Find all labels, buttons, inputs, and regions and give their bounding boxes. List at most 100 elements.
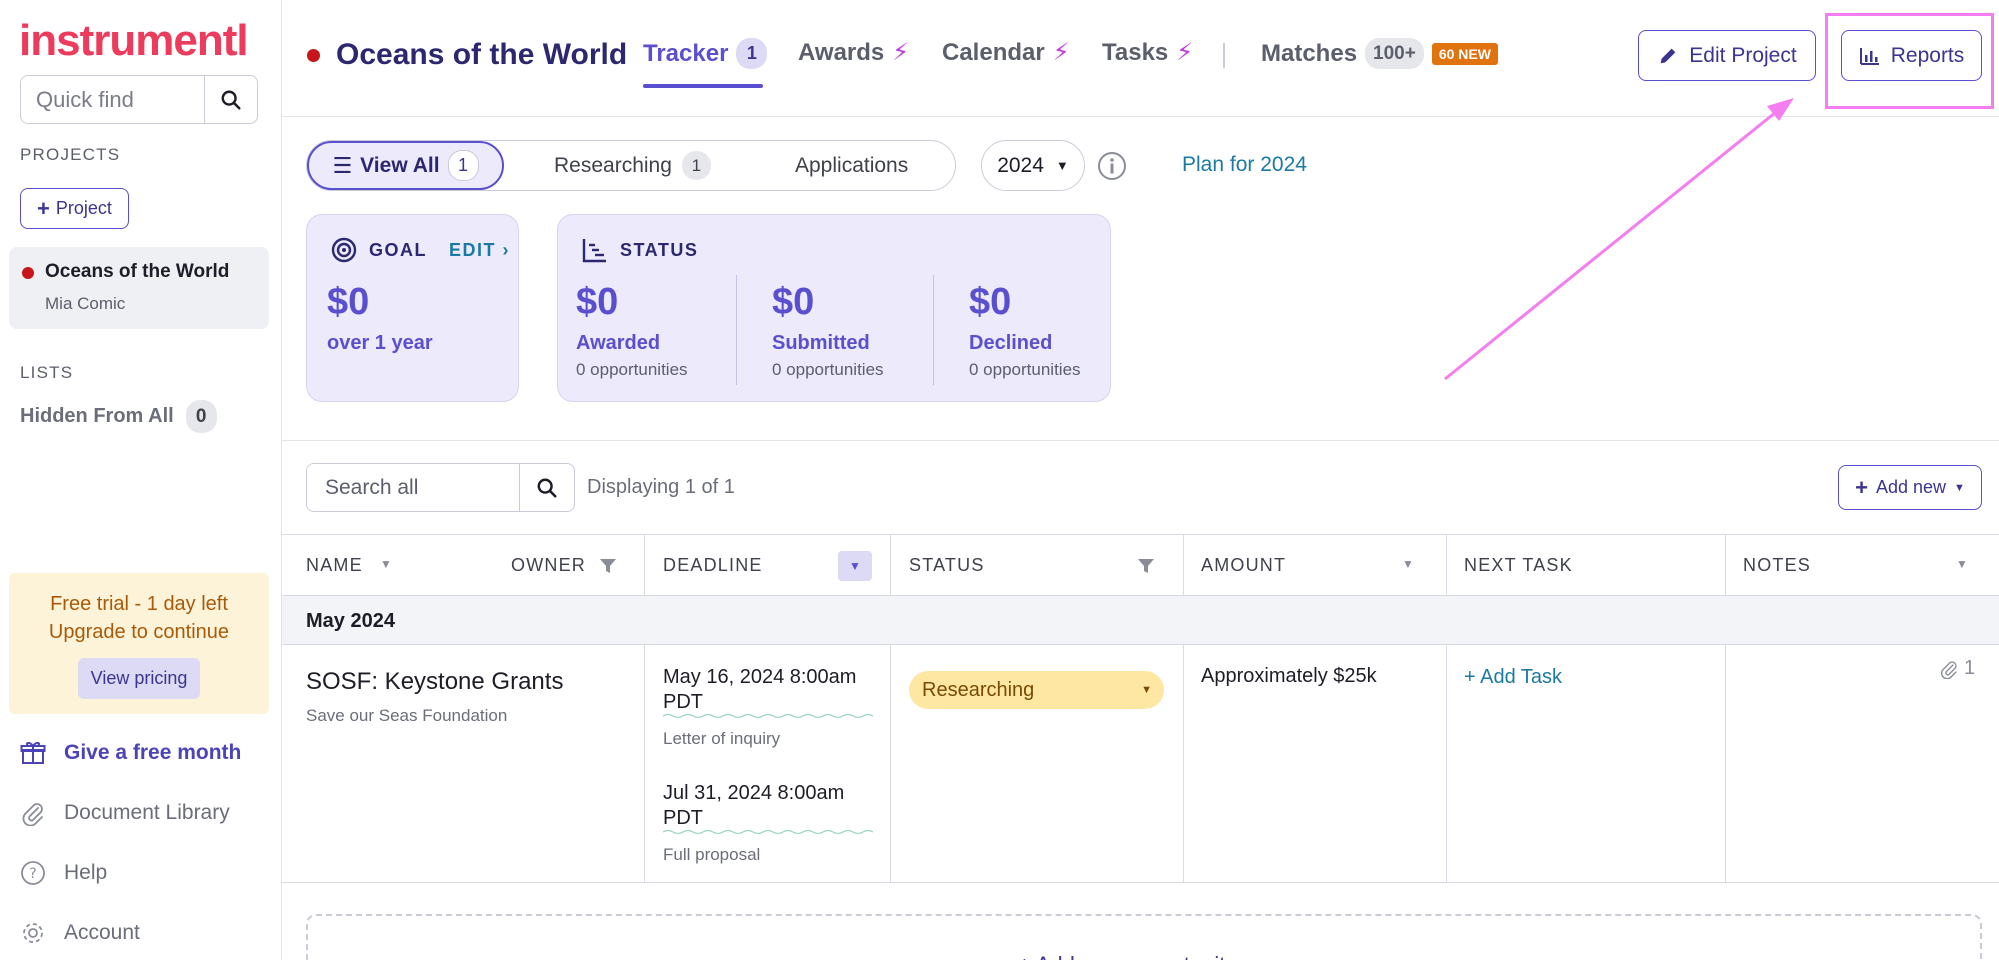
tab-tracker-count: 1 xyxy=(736,38,768,69)
info-icon[interactable] xyxy=(1097,151,1127,181)
quick-find-search-button[interactable] xyxy=(204,76,257,123)
tab-matches[interactable]: Matches 100+ 60 NEW xyxy=(1261,38,1498,69)
svg-text:?: ? xyxy=(29,866,36,882)
add-new-button[interactable]: + Add new ▼ xyxy=(1838,465,1982,510)
give-free-month-link[interactable]: Give a free month xyxy=(20,740,241,766)
wavy-underline xyxy=(663,713,873,719)
view-pricing-button[interactable]: View pricing xyxy=(77,658,201,699)
column-divider xyxy=(1725,534,1726,883)
goal-card-header: GOAL EDIT › xyxy=(331,237,510,263)
quick-find-input[interactable] xyxy=(21,76,204,123)
amount-value[interactable]: Approximately $25k xyxy=(1201,665,1377,687)
status-steps-icon xyxy=(582,239,606,263)
active-tab-indicator xyxy=(643,84,763,88)
opportunity-name[interactable]: SOSF: Keystone Grants xyxy=(306,668,564,695)
pencil-icon xyxy=(1660,48,1676,63)
declined-amount: $0 xyxy=(969,281,1012,323)
group-label: May 2024 xyxy=(306,610,395,632)
tab-tasks[interactable]: Tasks ⚡ xyxy=(1102,38,1193,67)
target-icon xyxy=(331,237,357,263)
logo[interactable]: instrumentl xyxy=(19,16,249,65)
document-library-link[interactable]: Document Library xyxy=(20,800,230,826)
trial-banner: Free trial - 1 day left Upgrade to conti… xyxy=(9,573,269,714)
hidden-list-count: 0 xyxy=(185,400,217,433)
deadline-date[interactable]: May 16, 2024 8:00am PDT xyxy=(663,666,857,713)
column-header-notes[interactable]: NOTES xyxy=(1743,555,1812,575)
caret-down-icon[interactable]: ▼ xyxy=(1402,557,1414,571)
help-link[interactable]: ? Help xyxy=(20,860,107,886)
result-count-text: Displaying 1 of 1 xyxy=(587,476,735,498)
search-all-input[interactable] xyxy=(307,464,519,511)
awarded-label: Awarded xyxy=(576,332,661,354)
column-divider xyxy=(890,534,891,883)
status-divider xyxy=(933,275,934,385)
project-color-dot xyxy=(22,267,34,279)
column-header-deadline[interactable]: DEADLINE xyxy=(663,555,763,575)
lists-heading: LISTS xyxy=(20,363,74,382)
submitted-count: 0 opportunities xyxy=(772,360,884,379)
table-row[interactable] xyxy=(282,645,1999,883)
caret-down-icon[interactable]: ▼ xyxy=(1956,557,1968,571)
column-divider xyxy=(644,534,645,883)
segment-view-all[interactable]: ☰ View All 1 xyxy=(307,141,504,190)
tab-calendar[interactable]: Calendar ⚡ xyxy=(942,38,1070,67)
submitted-amount: $0 xyxy=(772,281,815,323)
goal-card: GOAL EDIT › $0 over 1 year xyxy=(306,214,519,402)
section-divider xyxy=(282,440,1999,441)
reports-highlight-annotation xyxy=(1825,13,1994,109)
table-header: NAME ▼ OWNER DEADLINE STATUS AMOUNT ▼ NE… xyxy=(282,534,1999,596)
add-project-button[interactable]: + Project xyxy=(20,188,129,229)
segment-applications[interactable]: Applications xyxy=(795,141,908,190)
plus-icon: + xyxy=(37,195,50,221)
trial-upgrade-text: Upgrade to continue xyxy=(48,621,230,643)
plan-for-year-link[interactable]: Plan for 2024 xyxy=(1182,153,1307,176)
project-color-dot xyxy=(307,48,320,62)
sidebar: instrumentl PROJECTS + Project Oceans of… xyxy=(0,0,282,960)
column-header-amount[interactable]: AMOUNT xyxy=(1201,555,1287,575)
reports-button[interactable]: Reports xyxy=(1841,30,1982,81)
deadline-date[interactable]: Jul 31, 2024 8:00am PDT xyxy=(663,782,845,829)
add-task-link[interactable]: + Add Task xyxy=(1464,666,1563,688)
trial-status-text: Free trial - 1 day left xyxy=(50,593,228,615)
goal-edit-link[interactable]: EDIT › xyxy=(449,239,511,260)
column-header-name[interactable]: NAME xyxy=(306,555,363,575)
projects-heading: PROJECTS xyxy=(20,145,121,164)
new-matches-badge: 60 NEW xyxy=(1431,42,1498,65)
table-search-button[interactable] xyxy=(519,464,574,511)
column-header-owner[interactable]: OWNER xyxy=(511,555,586,575)
add-opportunity-label: + Add new opportunity xyxy=(1018,952,1236,960)
project-title[interactable]: Oceans of the World xyxy=(307,38,627,72)
bolt-icon: ⚡ xyxy=(1176,39,1194,66)
tab-tracker[interactable]: Tracker 1 xyxy=(643,38,768,69)
attachments-indicator[interactable]: 1 xyxy=(1939,657,1975,680)
status-dropdown[interactable]: Researching ▼ xyxy=(909,671,1164,709)
goal-edit-label: EDIT xyxy=(449,239,497,260)
sidebar-project-oceans[interactable]: Oceans of the World Mia Comic xyxy=(9,247,269,329)
year-select[interactable]: 2024 ▼ xyxy=(981,140,1085,191)
add-new-label: Add new xyxy=(1875,477,1947,497)
plus-icon: + xyxy=(1855,474,1868,500)
edit-project-button[interactable]: Edit Project xyxy=(1638,30,1816,81)
document-library-label: Document Library xyxy=(64,801,230,824)
caret-down-icon[interactable]: ▼ xyxy=(380,557,392,571)
status-divider xyxy=(736,275,737,385)
segment-researching[interactable]: Researching 1 xyxy=(554,141,711,190)
add-opportunity-area[interactable]: + Add new opportunity xyxy=(306,914,1982,960)
status-card: STATUS $0 Awarded 0 opportunities $0 Sub… xyxy=(557,214,1111,402)
goal-period: over 1 year xyxy=(327,332,433,354)
filter-icon[interactable] xyxy=(1137,557,1155,575)
account-link[interactable]: Account xyxy=(20,920,140,946)
deadline-sort-button[interactable]: ▼ xyxy=(838,551,872,581)
caret-down-icon: ▼ xyxy=(1954,481,1965,494)
add-project-label: Project xyxy=(55,198,112,218)
wavy-underline xyxy=(663,829,873,835)
tab-awards[interactable]: Awards ⚡ xyxy=(798,38,909,67)
caret-down-icon: ▼ xyxy=(1141,684,1152,696)
applications-label: Applications xyxy=(795,153,909,177)
column-header-next-task[interactable]: NEXT TASK xyxy=(1464,555,1573,575)
give-free-month-label: Give a free month xyxy=(64,741,242,764)
filter-icon[interactable] xyxy=(599,557,617,575)
paperclip-icon xyxy=(1940,660,1957,679)
sidebar-item-hidden-from-all[interactable]: Hidden From All 0 xyxy=(20,400,217,433)
column-header-status[interactable]: STATUS xyxy=(909,555,985,575)
